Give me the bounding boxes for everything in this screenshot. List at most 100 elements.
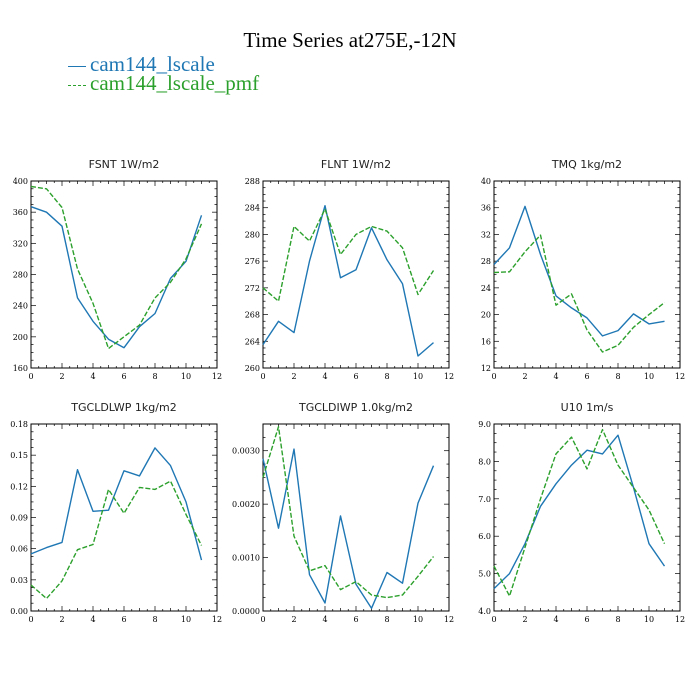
x-tick-label: 10 [181, 372, 191, 381]
x-tick-label: 0 [260, 615, 265, 624]
series-line-lscale-pmf [493, 428, 666, 597]
y-tick-label: 0.15 [10, 451, 28, 460]
series-line-lscale-pmf [262, 426, 435, 599]
x-tick-label: 12 [675, 615, 685, 624]
x-tick-label: 0 [28, 372, 33, 381]
series-line-lscale-pmf [493, 234, 665, 353]
y-tick-label: 160 [13, 364, 28, 373]
y-tick-label: 0.12 [10, 482, 28, 491]
x-tick-label: 8 [615, 372, 620, 381]
x-tick-label: 6 [121, 615, 126, 624]
series-line-lscale-pmf [30, 185, 203, 350]
y-tick-label: 0.0000 [232, 607, 260, 616]
y-tick-label: 320 [13, 239, 28, 248]
y-tick-label: 12 [481, 364, 491, 373]
legend-item-lscale-pmf: cam144_lscale_pmf [68, 71, 259, 96]
panel-5: U10 1m/s 0 2 4 6 8 10 12 4.0 5.0 6.0 7.0 8.0 9.0 [478, 401, 685, 624]
panel-0: FSNT 1W/m2 0 2 4 6 8 10 12 160 200 240 280 320 360 400 [13, 158, 222, 381]
y-tick-label: 0.06 [10, 545, 28, 554]
y-tick-label: 240 [13, 302, 28, 311]
y-tick-label: 0.09 [10, 514, 28, 523]
y-tick-label: 264 [245, 337, 260, 346]
figure-title: Time Series at275E,-12N [243, 28, 457, 52]
y-tick-label: 5.0 [478, 570, 491, 579]
y-tick-label: 280 [13, 271, 28, 280]
x-tick-label: 6 [584, 615, 589, 624]
y-tick-label: 268 [245, 311, 260, 320]
x-tick-label: 2 [522, 372, 527, 381]
y-tick-label: 0.18 [10, 420, 28, 429]
x-tick-label: 10 [413, 615, 423, 624]
y-tick-label: 16 [481, 337, 491, 346]
series-line-lscale [493, 434, 666, 590]
series-line-lscale-pmf [262, 208, 435, 302]
x-tick-label: 0 [491, 615, 496, 624]
x-tick-label: 0 [491, 372, 496, 381]
series-line-lscale [30, 206, 203, 349]
plot-frame [493, 180, 681, 369]
x-tick-label: 8 [152, 372, 157, 381]
legend-item-lscale: cam144_lscale [68, 52, 215, 77]
x-tick-label: 2 [291, 615, 296, 624]
series-line-lscale [262, 204, 434, 357]
y-tick-label: 284 [245, 204, 260, 213]
y-tick-label: 200 [13, 333, 28, 342]
y-tick-label: 7.0 [478, 495, 491, 504]
y-tick-label: 32 [481, 230, 491, 239]
panel-title: TGCLDLWP 1kg/m2 [70, 401, 176, 414]
y-tick-label: 40 [481, 177, 491, 186]
y-tick-label: 280 [245, 230, 260, 239]
y-tick-label: 276 [245, 257, 260, 266]
x-tick-label: 6 [584, 372, 589, 381]
panel-title: TMQ 1kg/m2 [551, 158, 622, 171]
y-tick-label: 400 [13, 177, 28, 186]
y-tick-label: 0.0010 [232, 554, 260, 563]
x-tick-label: 6 [121, 372, 126, 381]
plot-frame [262, 180, 450, 369]
x-tick-label: 2 [59, 615, 64, 624]
legend-label-lscale-pmf: cam144_lscale_pmf [90, 71, 260, 95]
y-tick-label: 0.0020 [232, 500, 260, 509]
y-tick-label: 0.03 [10, 576, 28, 585]
x-tick-label: 2 [522, 615, 527, 624]
x-tick-label: 4 [90, 615, 95, 624]
x-tick-label: 10 [644, 372, 654, 381]
x-tick-label: 12 [675, 372, 685, 381]
plot-frame [30, 423, 218, 612]
x-tick-label: 4 [553, 615, 558, 624]
panel-4: TGCLDIWP 1.0kg/m2 0 2 4 6 8 10 12 0.0000 0.0010 0.… [232, 401, 454, 624]
series-line-lscale-pmf [30, 480, 203, 600]
y-tick-label: 24 [481, 284, 491, 293]
y-tick-label: 8.0 [478, 457, 491, 466]
legend-swatch-lscale-pmf [68, 84, 86, 86]
y-tick-label: 9.0 [478, 420, 491, 429]
y-tick-label: 360 [13, 208, 28, 217]
series-line-lscale [493, 205, 665, 337]
x-tick-label: 8 [384, 372, 389, 381]
y-tick-label: 0.00 [10, 607, 28, 616]
y-tick-label: 260 [245, 364, 260, 373]
y-tick-label: 4.0 [478, 607, 491, 616]
y-tick-label: 288 [245, 177, 260, 186]
legend-swatch-lscale [68, 65, 86, 67]
panel-title: TGCLDIWP 1.0kg/m2 [298, 401, 413, 414]
y-tick-label: 0.0030 [232, 447, 260, 456]
panel-title: FSNT 1W/m2 [89, 158, 160, 171]
x-tick-label: 0 [28, 615, 33, 624]
panel-1: FLNT 1W/m2 0 2 4 6 8 10 12 260 264 268 272 276 280 284… [245, 158, 454, 381]
legend-label-lscale: cam144_lscale [90, 52, 215, 76]
x-tick-label: 4 [322, 372, 327, 381]
x-tick-label: 6 [353, 615, 358, 624]
x-tick-label: 12 [444, 372, 454, 381]
x-tick-label: 8 [384, 615, 389, 624]
x-tick-label: 8 [615, 615, 620, 624]
x-tick-label: 10 [181, 615, 191, 624]
series-line-lscale [30, 447, 203, 561]
x-tick-label: 0 [260, 372, 265, 381]
x-tick-label: 12 [212, 372, 222, 381]
x-tick-label: 4 [90, 372, 95, 381]
x-tick-label: 12 [212, 615, 222, 624]
